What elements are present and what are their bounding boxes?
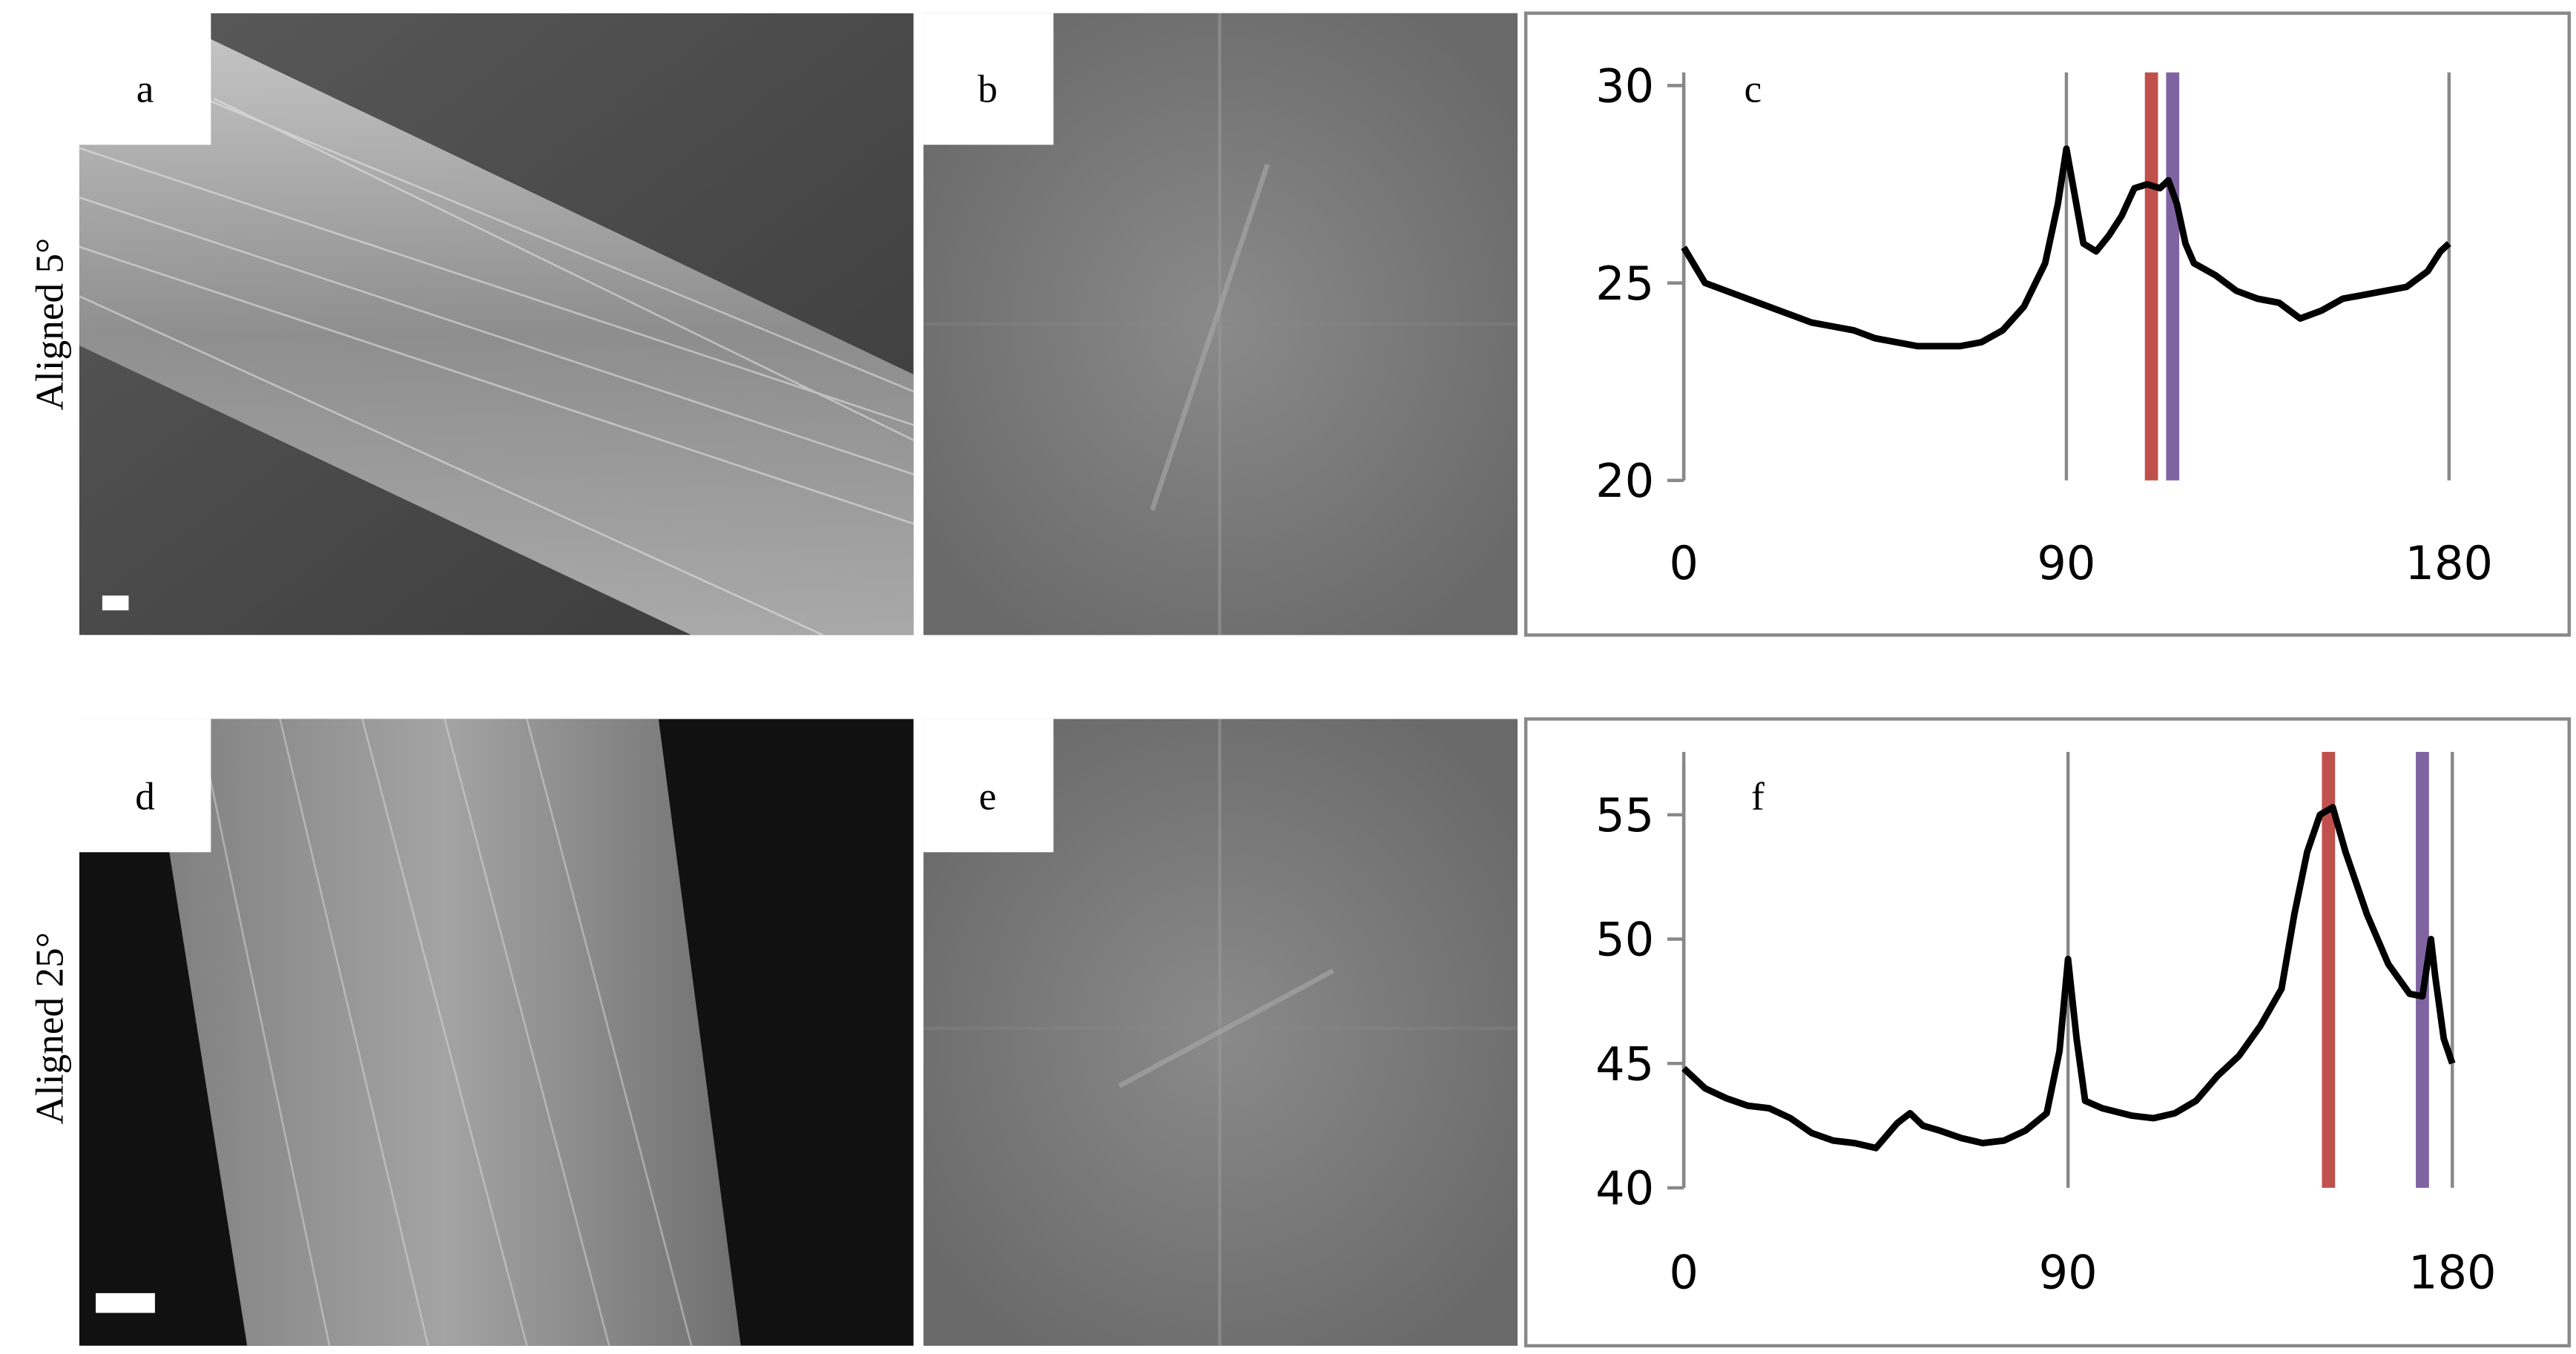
chart-title: c [1744,67,1762,111]
y-tick-label: 20 [1595,454,1654,508]
chart-title: f [1751,775,1765,819]
row-label: Aligned 5° [28,238,72,411]
data-line [1681,145,2451,350]
row-label: Aligned 25° [28,932,72,1124]
x-tick-label: 0 [1669,536,1699,590]
y-tick-label: 25 [1595,257,1654,311]
y-tick-label: 55 [1595,788,1654,842]
fft-image-e [923,719,1518,1346]
fft-image-b [923,13,1518,635]
y-tick-label: 30 [1595,59,1654,113]
panel-label: b [978,67,998,111]
chart-frame [1523,717,2571,1348]
x-tick-label: 90 [2037,536,2095,590]
y-tick-label: 45 [1595,1037,1654,1091]
sem-image-d [79,719,914,1346]
panel-label: d [135,775,155,819]
chart-frame [1523,11,2571,637]
x-tick-label: 90 [2039,1245,2098,1299]
x-tick-label: 180 [2408,1245,2497,1299]
x-tick-label: 180 [2405,536,2494,590]
sem-image-a [79,13,914,635]
y-tick-label: 40 [1595,1161,1654,1215]
x-tick-label: 0 [1669,1245,1699,1299]
panel-label: a [136,67,154,111]
panel-label: e [979,775,997,819]
data-line [1681,804,2456,1152]
y-tick-label: 50 [1595,913,1654,967]
